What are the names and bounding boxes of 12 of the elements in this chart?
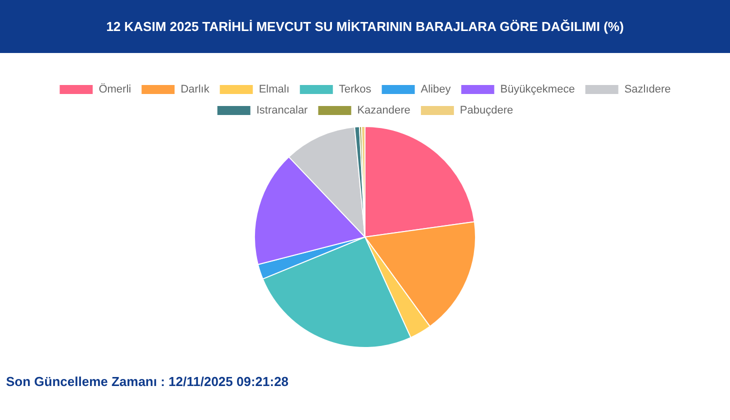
legend-label: Büyükçekmece: [500, 84, 575, 96]
legend-label: Elmalı: [258, 84, 290, 96]
chart-title: 12 KASIM 2025 TARİHLİ MEVCUT SU MİKTARININ BARAJLARA GÖRE DAĞILIMI (%): [0, 0, 730, 53]
legend-label: Istrancalar: [256, 104, 308, 117]
legend-label: Kazandere: [357, 104, 410, 117]
legend-label: Darlık: [180, 84, 210, 96]
legend-label: Sazlıdere: [624, 84, 671, 96]
legend-label: Ömerli: [98, 82, 132, 96]
legend-label: Terkos: [338, 84, 372, 96]
text: Son Güncelleme Zamanı : 12/11/2025 09:21:28: [6, 374, 289, 389]
legend-label: Pabuçdere: [460, 104, 514, 117]
legend-label: Alibey: [420, 84, 452, 96]
